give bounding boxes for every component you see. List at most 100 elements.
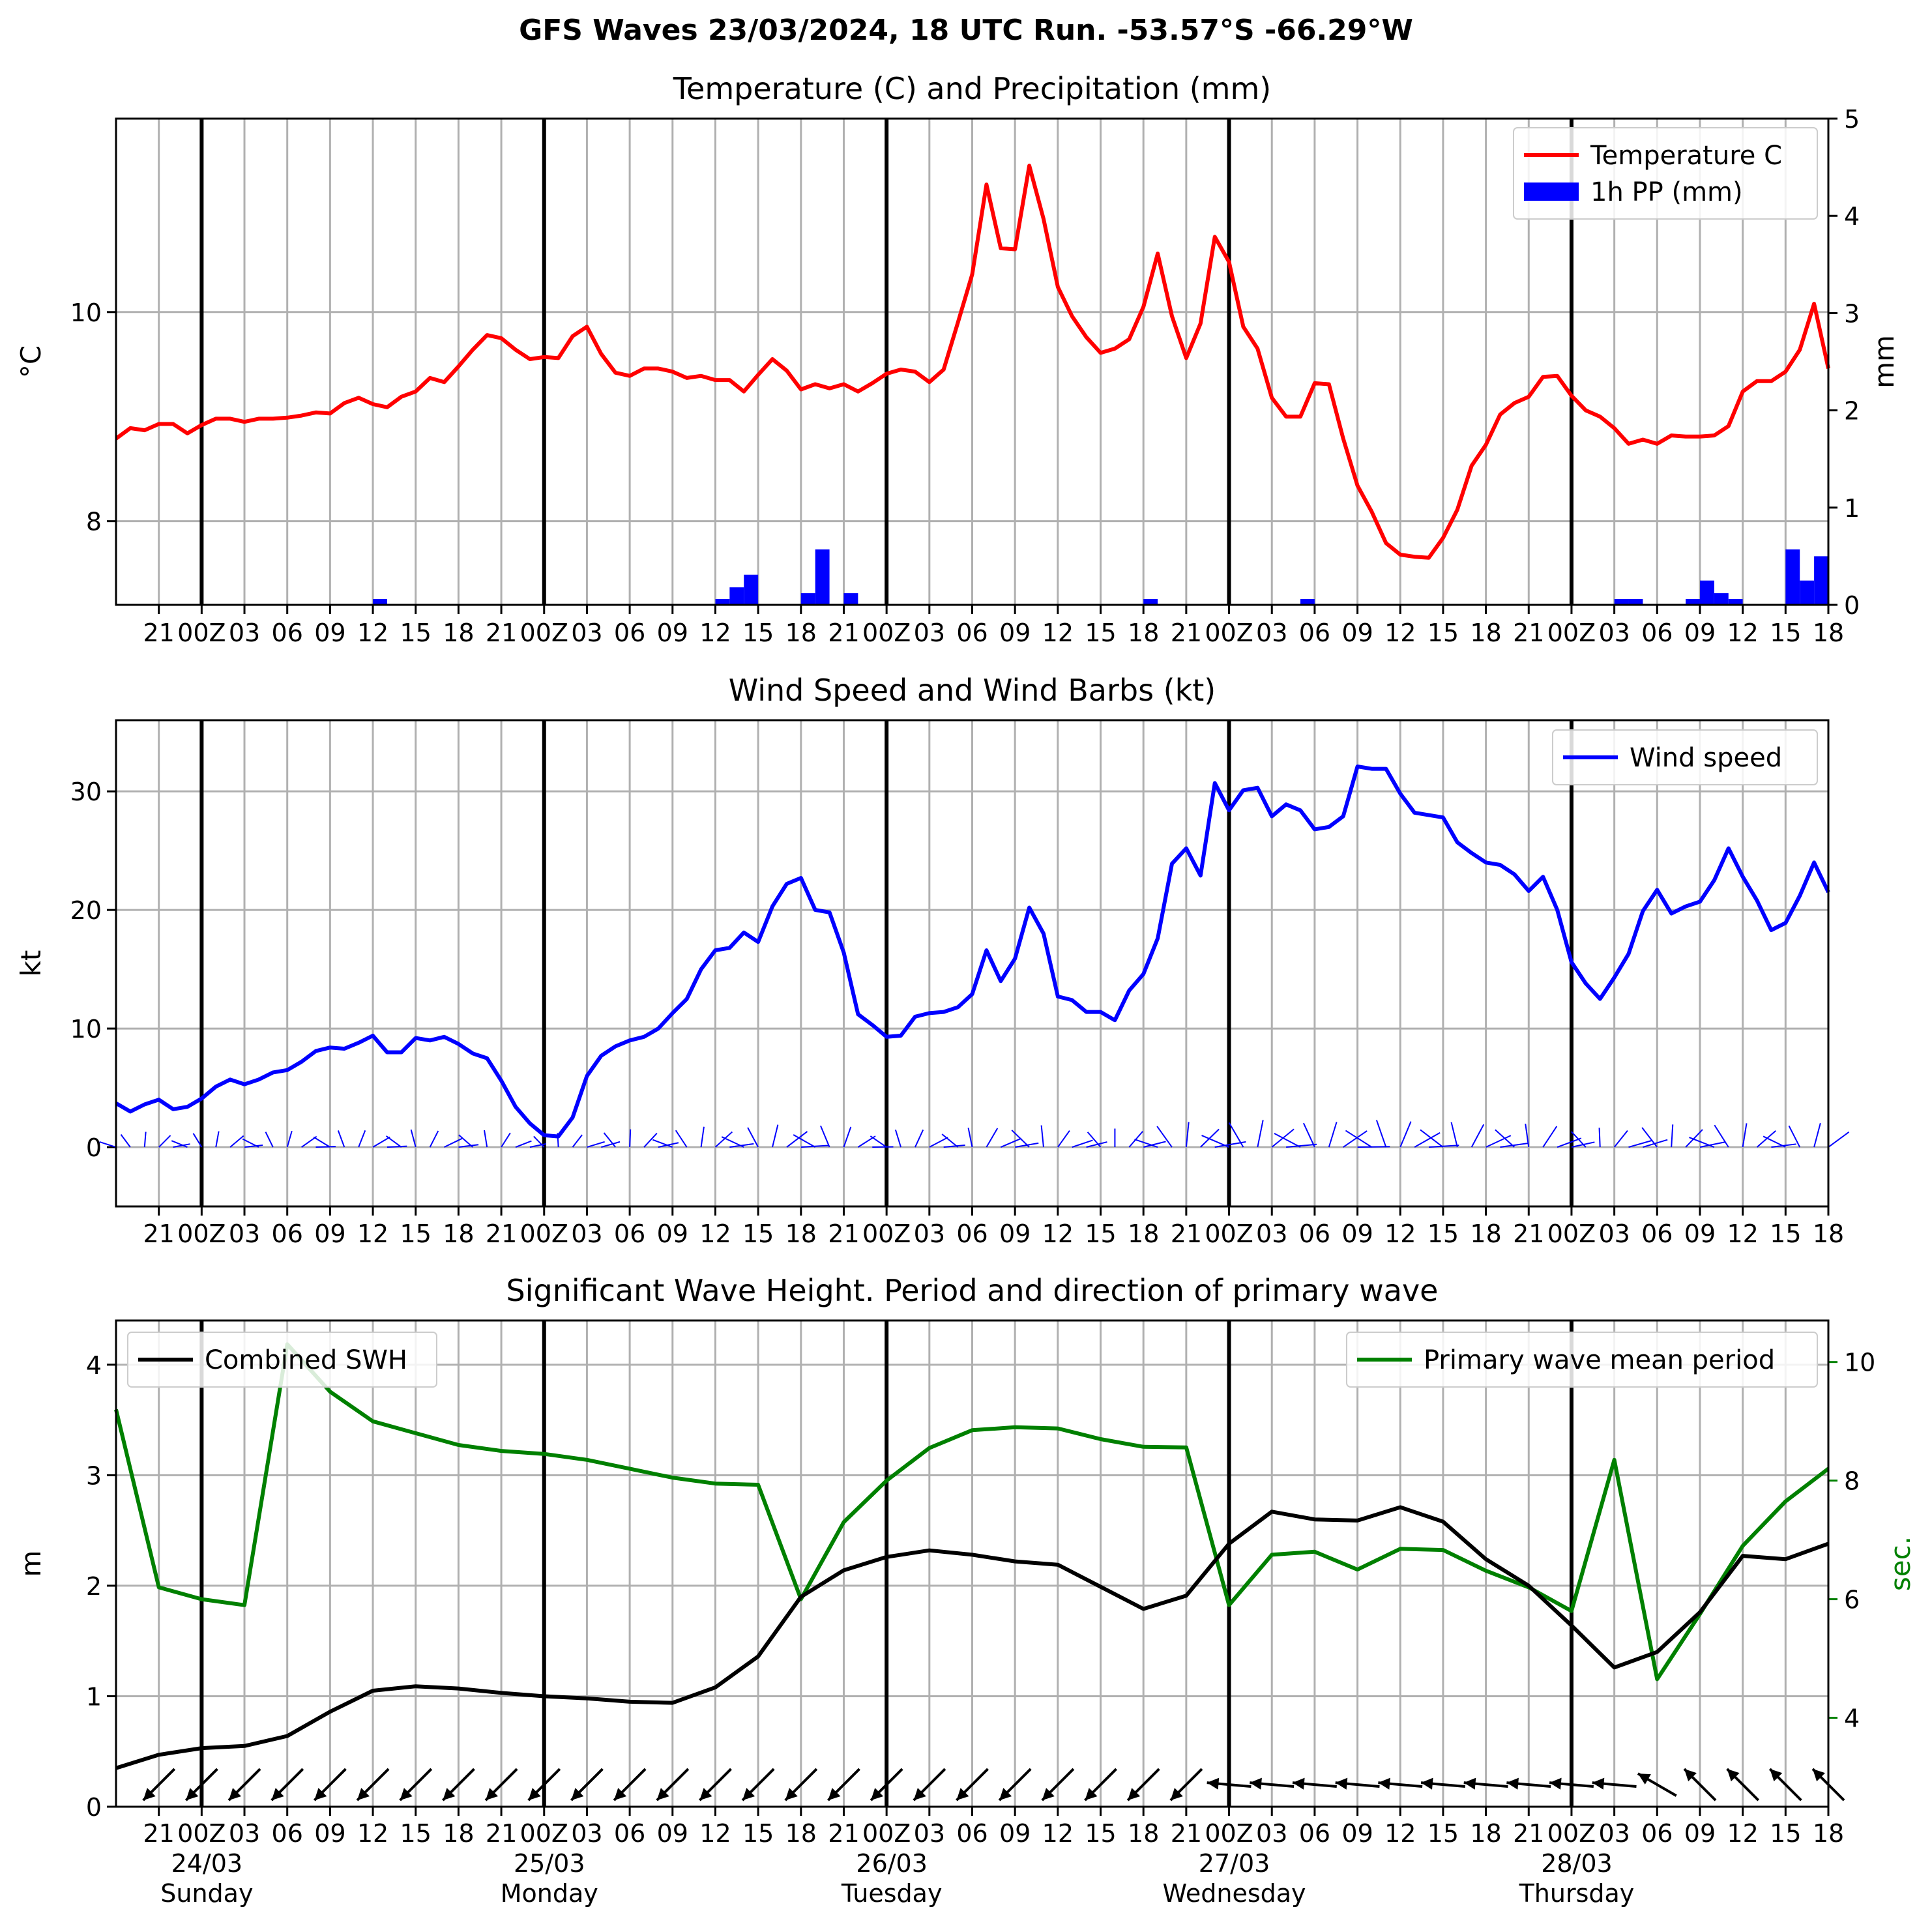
y-tick-label: 8 <box>86 508 102 536</box>
x-tick-label: 03 <box>571 619 602 647</box>
x-tick-label: 09 <box>999 1819 1031 1848</box>
wind-barb <box>1613 1130 1628 1148</box>
wind-barb <box>1343 1130 1368 1148</box>
x-tick-label: 09 <box>1684 1219 1716 1248</box>
x-tick-label: 12 <box>1727 619 1758 647</box>
y2-axis-label: sec. <box>1884 1536 1916 1591</box>
wind-barb <box>1057 1130 1070 1148</box>
x-tick-label: 12 <box>1042 619 1074 647</box>
wind-barb <box>1399 1121 1412 1148</box>
wind-barb <box>772 1124 779 1148</box>
x-tick-label: 18 <box>785 619 817 647</box>
y2-axis-label: mm <box>1868 335 1900 388</box>
x-tick-label: 21 <box>828 1819 859 1848</box>
wind-barb <box>315 1146 336 1148</box>
x-tick-label: 12 <box>699 1219 731 1248</box>
x-tick-label: 03 <box>914 619 945 647</box>
panel-title: Temperature (C) and Precipitation (mm) <box>673 71 1271 106</box>
x-tick-label: 00Z <box>520 1819 568 1848</box>
wind-barb <box>843 1126 852 1148</box>
wind-barb <box>1500 1143 1529 1148</box>
x-tick-label: 09 <box>1341 619 1373 647</box>
wind-barb <box>529 1143 547 1148</box>
day-name-label: Thursday <box>1519 1879 1635 1908</box>
legend-box <box>1552 729 1818 785</box>
wind-barb <box>171 1140 188 1148</box>
wind-barb <box>158 1135 171 1148</box>
wind-barb <box>1156 1126 1173 1148</box>
x-tick-label: 15 <box>1770 1819 1801 1848</box>
x-tick-label: 03 <box>229 1219 260 1248</box>
x-tick-label: 06 <box>956 1819 988 1848</box>
x-tick-label: 03 <box>1256 619 1287 647</box>
wind-barb <box>265 1131 274 1148</box>
wave-direction-arrowhead <box>1085 1788 1098 1801</box>
precip-bar <box>1728 599 1743 605</box>
day-name-label: Sunday <box>160 1879 253 1908</box>
x-tick-label: 12 <box>1384 1219 1416 1248</box>
wind-barb <box>714 1131 733 1148</box>
precip-bar <box>843 593 858 605</box>
x-tick-label: 09 <box>1341 1219 1373 1248</box>
wave-direction-arrowhead <box>1506 1777 1519 1790</box>
x-tick-label: 18 <box>1470 1819 1501 1848</box>
wave-direction-arrowhead <box>443 1788 456 1801</box>
wind-barb <box>587 1141 605 1148</box>
x-tick-label: 03 <box>1256 1219 1287 1248</box>
wave-direction-arrowhead <box>357 1788 370 1801</box>
y2-tick-label: 0 <box>1844 591 1860 620</box>
x-tick-label: 06 <box>1299 619 1330 647</box>
wave-direction-arrowhead <box>571 1788 584 1801</box>
wave-direction-arrowhead <box>1378 1777 1390 1790</box>
x-tick-label: 09 <box>314 1219 345 1248</box>
precip-bar <box>744 574 759 605</box>
y2-tick-label: 10 <box>1844 1349 1875 1377</box>
wind-barb <box>572 1134 583 1148</box>
y2-tick-label: 6 <box>1844 1586 1860 1614</box>
day-date-label: 26/03 <box>856 1849 928 1878</box>
wind-barb <box>372 1136 390 1148</box>
precip-bar <box>373 599 387 605</box>
x-tick-label: 06 <box>956 619 988 647</box>
wind-barb <box>1328 1122 1338 1148</box>
x-tick-label: 12 <box>699 619 731 647</box>
x-tick-label: 18 <box>785 1219 817 1248</box>
wind-barb <box>429 1130 439 1148</box>
wind-barb <box>1542 1126 1558 1148</box>
wind-barb <box>1087 1131 1102 1148</box>
wind-barb <box>1357 1146 1390 1148</box>
x-tick-label: 00Z <box>862 1819 911 1848</box>
wave-direction-arrowhead <box>1335 1777 1348 1790</box>
y-tick-label: 0 <box>86 1133 102 1162</box>
x-tick-label: 21 <box>143 1819 174 1848</box>
x-tick-label: 00Z <box>1547 1219 1596 1248</box>
wind-barb <box>1699 1141 1726 1148</box>
wind-barb <box>244 1145 263 1148</box>
wind-barb <box>603 1132 616 1148</box>
wind-barb <box>1471 1124 1485 1148</box>
x-tick-label: 09 <box>1684 1819 1716 1848</box>
wind-barb <box>1375 1120 1387 1148</box>
wind-barb <box>870 1135 887 1148</box>
x-tick-label: 18 <box>1813 1819 1844 1848</box>
wind-barb <box>1134 1139 1158 1148</box>
wave-direction-arrowhead <box>785 1788 798 1801</box>
wind-barb <box>986 1128 999 1148</box>
x-tick-label: 03 <box>1598 1819 1630 1848</box>
precip-bar <box>1785 549 1800 605</box>
day-date-label: 27/03 <box>1199 1849 1270 1878</box>
wind-barb <box>1756 1130 1776 1148</box>
x-tick-label: 18 <box>1128 1819 1159 1848</box>
day-name-label: Wednesday <box>1163 1879 1306 1908</box>
x-tick-label: 06 <box>272 619 303 647</box>
x-tick-label: 06 <box>614 619 645 647</box>
x-tick-label: 21 <box>143 1219 174 1248</box>
x-tick-label: 03 <box>914 1219 945 1248</box>
wind-barb <box>173 1143 190 1148</box>
wind-barb <box>1486 1135 1512 1148</box>
wave-direction-arrowhead <box>1549 1777 1562 1790</box>
plot-frame <box>115 719 1830 1208</box>
wind-barb <box>1420 1129 1444 1148</box>
wind-barb <box>301 1135 317 1148</box>
x-tick-label: 00Z <box>520 1219 568 1248</box>
